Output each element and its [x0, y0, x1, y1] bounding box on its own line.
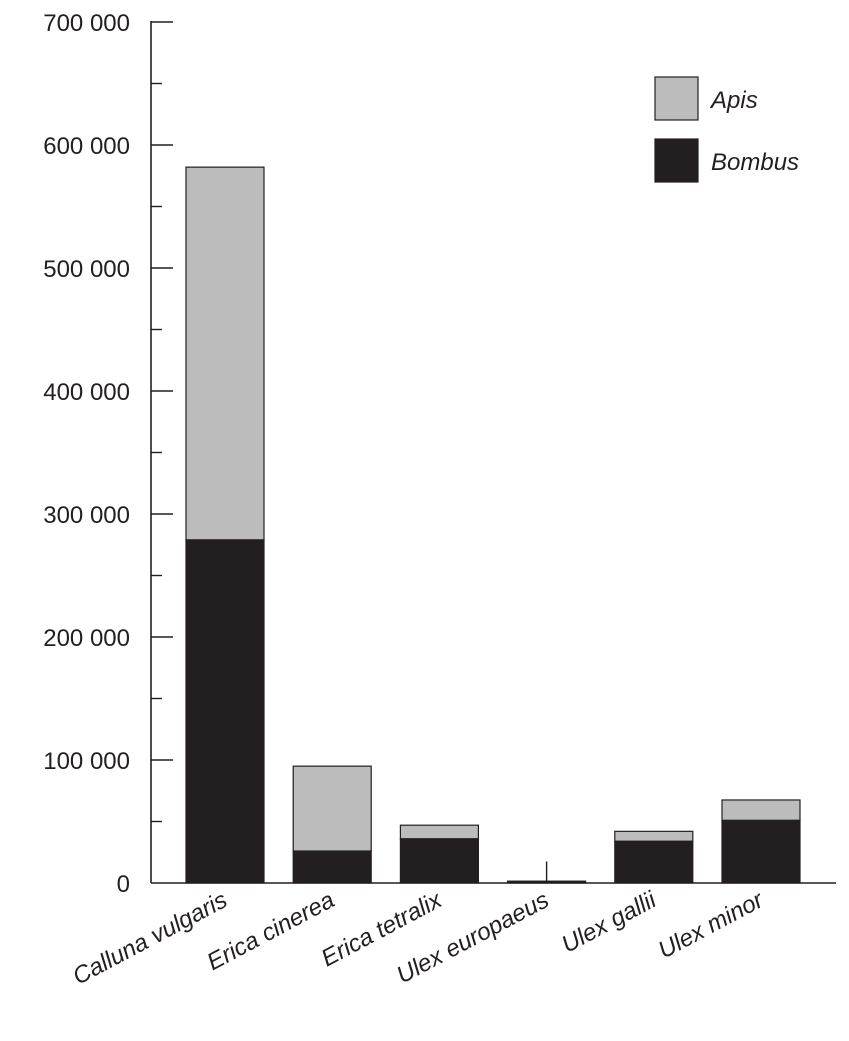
- y-axis: 0 100 000 200 000 300 000 400 000 500 000 600 …: [43, 10, 173, 898]
- bar-segment-apis: [185, 166, 265, 541]
- y-tick-label: 400 000: [43, 379, 130, 406]
- bar-segment-apis: [292, 765, 372, 852]
- bar-segment-bombus: [399, 838, 479, 884]
- y-tick-label: 0: [117, 871, 130, 898]
- x-tick-label: Ulex gallii: [557, 886, 661, 958]
- y-tick-label: 500 000: [43, 256, 130, 283]
- y-tick-label: 300 000: [43, 502, 130, 529]
- legend-label-apis: Apis: [709, 87, 758, 114]
- legend-label-bombus: Bombus: [711, 149, 799, 176]
- y-tick-label: 200 000: [43, 625, 130, 652]
- bar-segment-bombus: [614, 840, 694, 884]
- bar-segment-bombus: [721, 819, 801, 884]
- x-tick-label: Ulex minor: [654, 886, 769, 964]
- bar-segment-bombus: [292, 850, 372, 884]
- bar-segment-apis: [399, 824, 479, 840]
- y-tick-label: 100 000: [43, 748, 130, 775]
- y-tick-label: 700 000: [43, 10, 130, 37]
- bar-segment-bombus: [185, 539, 265, 884]
- bar-segment-apis: [614, 830, 694, 842]
- legend: Apis Bombus: [654, 76, 799, 183]
- y-tick-label: 600 000: [43, 133, 130, 160]
- bar-segment-apis: [721, 799, 801, 821]
- x-tick-label: Calluna vulgaris: [68, 886, 231, 990]
- legend-swatch-apis: [654, 76, 699, 121]
- legend-swatch-bombus: [654, 138, 699, 183]
- bars: [185, 166, 801, 884]
